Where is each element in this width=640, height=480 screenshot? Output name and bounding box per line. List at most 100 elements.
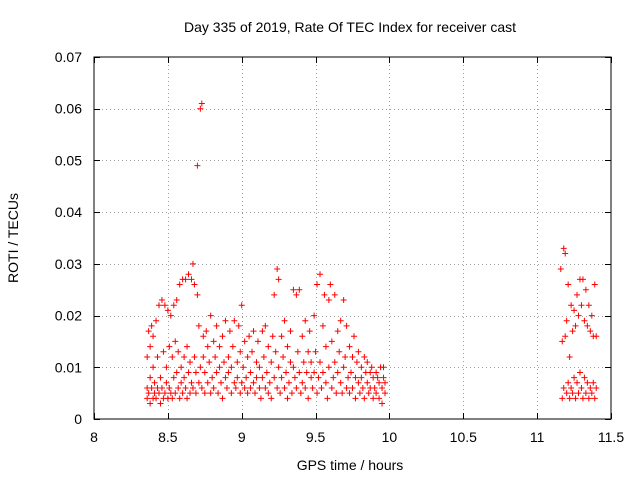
data-point	[571, 307, 578, 314]
data-point	[340, 297, 347, 304]
data-point	[306, 328, 313, 335]
data-point	[192, 390, 199, 397]
data-point	[147, 400, 154, 407]
data-point	[593, 333, 600, 340]
data-point	[189, 384, 196, 391]
data-point	[364, 359, 371, 366]
data-point	[241, 384, 248, 391]
data-point	[324, 395, 331, 402]
data-points	[144, 100, 600, 407]
data-point	[309, 384, 316, 391]
data-point	[305, 395, 312, 402]
data-point	[572, 322, 579, 329]
data-point	[343, 322, 350, 329]
data-point	[334, 328, 341, 335]
data-point	[197, 364, 204, 371]
data-point	[158, 297, 165, 304]
data-point	[569, 390, 576, 397]
data-point	[319, 322, 326, 329]
data-point	[237, 390, 244, 397]
data-point	[568, 384, 575, 391]
data-point	[364, 379, 371, 386]
data-point	[358, 364, 365, 371]
data-point	[381, 379, 388, 386]
data-point	[376, 379, 383, 386]
data-point	[380, 364, 387, 371]
data-point	[283, 369, 290, 376]
data-point	[582, 390, 589, 397]
data-point	[207, 312, 214, 319]
y-tick-label: 0.05	[55, 152, 82, 168]
data-point	[290, 364, 297, 371]
data-point	[219, 395, 226, 402]
data-point	[200, 333, 207, 340]
data-point	[225, 369, 232, 376]
x-tick-label: 9	[238, 429, 246, 445]
data-point	[166, 384, 173, 391]
data-point	[296, 369, 303, 376]
data-point	[376, 395, 383, 402]
data-point	[293, 291, 300, 298]
data-point	[240, 364, 247, 371]
data-point	[220, 359, 227, 366]
data-point	[571, 374, 578, 381]
data-point	[343, 384, 350, 391]
data-point	[209, 374, 216, 381]
data-point	[346, 390, 353, 397]
data-point	[153, 317, 160, 324]
data-point	[565, 379, 572, 386]
data-point	[291, 374, 298, 381]
data-point	[579, 395, 586, 402]
data-point	[271, 374, 278, 381]
data-point	[575, 390, 582, 397]
data-point	[275, 364, 282, 371]
data-point	[167, 312, 174, 319]
data-point	[590, 379, 597, 386]
data-point	[161, 390, 168, 397]
data-point	[259, 328, 266, 335]
data-point	[318, 384, 325, 391]
data-point	[241, 338, 248, 345]
data-point	[585, 395, 592, 402]
data-point	[379, 384, 386, 391]
data-point	[144, 395, 151, 402]
data-point	[302, 317, 309, 324]
data-point	[189, 260, 196, 267]
data-point	[147, 343, 154, 350]
data-point	[380, 374, 387, 381]
data-point	[250, 328, 257, 335]
data-point	[280, 353, 287, 360]
data-point	[155, 390, 162, 397]
axis-ticks	[94, 57, 612, 420]
data-point	[259, 374, 266, 381]
data-point	[184, 343, 191, 350]
data-point	[234, 374, 241, 381]
data-point	[569, 328, 576, 335]
data-point	[371, 384, 378, 391]
data-point	[334, 369, 341, 376]
data-point	[247, 369, 254, 376]
y-tick-label: 0.04	[55, 204, 82, 220]
data-point	[229, 343, 236, 350]
data-point	[274, 266, 281, 273]
data-point	[172, 338, 179, 345]
data-point	[559, 395, 566, 402]
data-point	[578, 302, 585, 309]
x-tick-label: 11.5	[598, 429, 624, 445]
data-point	[163, 364, 170, 371]
data-point	[325, 297, 332, 304]
data-point	[222, 317, 229, 324]
data-point	[562, 250, 569, 257]
data-point	[299, 379, 306, 386]
data-point	[368, 364, 375, 371]
data-point	[247, 384, 254, 391]
data-point	[322, 379, 329, 386]
data-point	[176, 281, 183, 288]
data-point	[278, 374, 285, 381]
data-point	[275, 276, 282, 283]
data-point	[565, 281, 572, 288]
data-point	[311, 369, 318, 376]
data-point	[587, 384, 594, 391]
x-axis-tick-labels: 8 8.5 9 9.5 10 10.5 11 11.5	[90, 429, 624, 445]
data-point	[331, 291, 338, 298]
